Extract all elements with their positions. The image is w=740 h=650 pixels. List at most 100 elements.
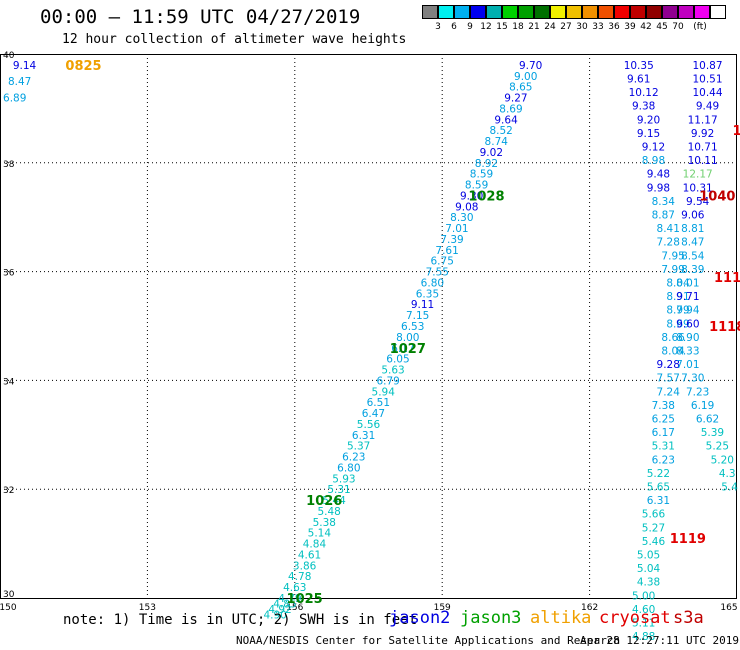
color-scale-swatch <box>518 5 534 19</box>
swh-value-label: 8.33 <box>676 345 699 357</box>
color-scale-tick: 30 <box>576 22 588 32</box>
swh-value-label: 8.41 <box>657 223 680 235</box>
swh-value-label: 9.61 <box>627 73 650 85</box>
color-scale-tick: 27 <box>560 22 572 32</box>
swh-value-label: 4.63 <box>283 582 306 594</box>
swh-value-label: 5.14 <box>308 528 332 540</box>
swh-value-label: 8.39 <box>681 264 704 276</box>
swh-value-label: 8.54 <box>681 250 705 262</box>
x-tick-label: 153 <box>139 603 156 613</box>
swh-value-label: 6.17 <box>391 343 414 355</box>
color-scale-swatch <box>454 5 470 19</box>
color-scale-tick: 33 <box>592 22 604 32</box>
swh-value-label: 8.04 <box>666 277 690 289</box>
color-scale-swatch <box>694 5 710 19</box>
swh-value-label: 7.94 <box>676 305 700 317</box>
color-scale-swatch <box>470 5 486 19</box>
legend-s3a: s3a <box>673 608 704 628</box>
y-tick-label: 30 <box>3 590 15 600</box>
pass-time-label: 1 <box>732 124 740 139</box>
swh-value-label: 10.51 <box>692 73 722 85</box>
swh-value-label: 9.98 <box>647 182 670 194</box>
swh-value-label: 7.39 <box>440 234 463 246</box>
color-scale-swatch <box>502 5 518 19</box>
swh-value-label: 8.30 <box>450 212 473 224</box>
swh-value-label: 5.63 <box>381 365 404 377</box>
swh-value-label: 9.14 <box>13 60 37 72</box>
swh-value-label: 9.20 <box>637 114 660 126</box>
swh-value-label: 8.52 <box>489 125 512 137</box>
swh-value-label: 4.3 <box>719 468 736 480</box>
pass-time-label: 1028 <box>468 189 504 204</box>
swh-value-label: 10.12 <box>629 87 659 99</box>
swh-value-label: 7.01 <box>676 359 699 371</box>
swh-value-label: 5.39 <box>701 427 724 439</box>
color-scale-tick: 42 <box>640 22 652 32</box>
color-scale-swatch <box>550 5 566 19</box>
swh-value-label: 9.70 <box>519 60 542 72</box>
swh-value-label: 5.00 <box>632 590 655 602</box>
swh-value-label: 10.35 <box>624 60 654 72</box>
swh-value-label: 12.17 <box>683 169 713 181</box>
swh-value-label: 5.25 <box>706 441 729 453</box>
chart-title: 00:00 – 11:59 UTC 04/27/2019 <box>40 6 361 28</box>
swh-value-label: 9.02 <box>480 147 503 159</box>
y-tick-label: 34 <box>3 377 15 387</box>
swh-value-label: 5.37 <box>347 441 370 453</box>
swh-value-label: 8.69 <box>499 103 522 115</box>
swh-value-label: 4.88 <box>632 631 655 643</box>
swh-value-label: 7.01 <box>445 223 468 235</box>
swh-value-label: 6.75 <box>431 256 454 268</box>
x-tick-label: 162 <box>581 603 598 613</box>
swh-value-label: 7.38 <box>652 400 675 412</box>
swh-value-label: 8.99 <box>666 305 689 317</box>
swh-value-label: 8.69 <box>666 318 689 330</box>
swh-value-label: 6.17 <box>652 427 675 439</box>
swh-value-label: 5.48 <box>317 506 340 518</box>
swh-value-label: 5.94 <box>372 386 396 398</box>
swh-value-label: 7.23 <box>686 386 709 398</box>
swh-value-label: 4.61 <box>298 549 321 561</box>
swh-value-label: 6.62 <box>696 413 719 425</box>
swh-value-label: 9.38 <box>632 101 655 113</box>
plot-frame <box>0 54 737 599</box>
color-scale-tick: 6 <box>451 22 457 32</box>
color-scale-swatch <box>438 5 454 19</box>
swh-value-label: 5.31 <box>652 441 675 453</box>
color-scale-swatch <box>598 5 614 19</box>
swh-value-label: 7.15 <box>406 310 429 322</box>
swh-value-label: 6.31 <box>352 430 375 442</box>
swh-value-label: 8.59 <box>470 169 493 181</box>
pass-time-label: 1118 <box>709 320 740 335</box>
swh-value-label: 11.17 <box>688 114 718 126</box>
swh-value-label: 9.30 <box>460 190 483 202</box>
swh-value-label: 6.23 <box>652 454 675 466</box>
swh-value-label: 7.95 <box>661 250 684 262</box>
swh-value-label: 5.4 <box>721 481 738 493</box>
swh-value-label: 8.91 <box>666 291 689 303</box>
swh-value-label: 8.47 <box>681 237 704 249</box>
credit-line: NOAA/NESDIS Center for Satellite Applica… <box>236 634 621 647</box>
swh-value-label: 8.81 <box>681 223 704 235</box>
footnote: note: 1) Time is in UTC; 2) SWH is in fe… <box>63 612 418 628</box>
swh-value-label: 8.87 <box>652 209 675 221</box>
swh-value-label: 8.59 <box>465 180 488 192</box>
swh-value-label: 3.86 <box>293 560 317 572</box>
swh-value-label: 4.85 <box>273 598 296 610</box>
swh-value-label: 9.12 <box>642 141 665 153</box>
swh-value-label: 10.31 <box>683 182 713 194</box>
pass-time-label: 1025 <box>287 592 323 607</box>
swh-value-label: 6.80 <box>337 462 360 474</box>
pass-time-label: 1119 <box>670 532 706 547</box>
swh-value-label: 9.64 <box>494 114 518 126</box>
pass-time-label: 1027 <box>390 342 426 357</box>
swh-value-label: 7.30 <box>681 373 704 385</box>
y-tick-label: 36 <box>3 269 15 279</box>
swh-value-label: 8.92 <box>475 158 498 170</box>
swh-value-label: 10.87 <box>692 60 722 72</box>
swh-value-label: 8.34 <box>652 196 676 208</box>
swh-value-label: 9.27 <box>504 93 527 105</box>
swh-value-label: 6.89 <box>3 93 26 105</box>
y-tick-label: 32 <box>3 486 14 496</box>
swh-value-label: 6.53 <box>401 321 424 333</box>
